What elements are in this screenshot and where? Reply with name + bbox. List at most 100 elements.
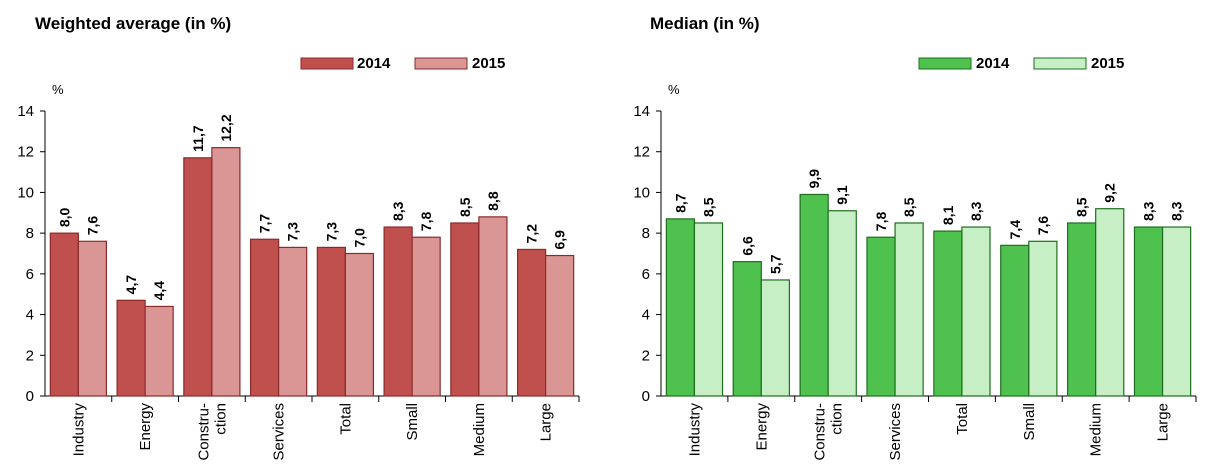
y-tick-label: 4	[642, 307, 650, 324]
category-label: ction	[212, 403, 229, 435]
bar-value-label: 11,7	[190, 125, 206, 152]
chart-2: Median (in %) 2014 2015% 0 2 4 6 8 10 12 14 8,7 8,5 I…	[633, 14, 1197, 461]
legend-swatch-2015	[1033, 57, 1087, 70]
bar-2015	[545, 254, 575, 397]
bar-value-label: 7,2	[524, 224, 540, 244]
bar-2014	[1133, 226, 1164, 397]
bar-value-label: 6,9	[552, 230, 568, 250]
chart-title: Median (in %)	[650, 14, 760, 33]
bar-2014	[450, 222, 480, 397]
category-label: Industry	[686, 403, 703, 457]
bar-value-label: 7,6	[84, 216, 100, 236]
bar-2015	[693, 222, 724, 397]
category-label: Services	[887, 403, 904, 461]
bar-2014	[1066, 222, 1097, 397]
bar-2014	[1000, 244, 1030, 397]
bar-value-label: 12,2	[218, 114, 234, 141]
y-tick-label: 14	[17, 103, 34, 120]
bar-value-label: 8,5	[901, 197, 917, 217]
legend-label-2014: 2014	[976, 55, 1010, 72]
category-label: Energy	[753, 403, 770, 451]
y-tick-label: 8	[642, 225, 650, 242]
bar-value-label: 8,3	[1169, 201, 1185, 221]
bar-value-label: 7,8	[873, 212, 889, 232]
legend-swatch-2014	[300, 57, 354, 70]
legend-label-2015: 2015	[472, 55, 505, 72]
chart-1: Weighted average (in %) 2014 2015% 0 2 4 6 8 10 1…	[17, 14, 580, 461]
y-tick-label: 6	[642, 266, 650, 283]
bar-value-label: 8,8	[485, 191, 501, 211]
bar-2014	[116, 299, 146, 397]
legend-label-2014: 2014	[357, 55, 391, 72]
category-label: Services	[271, 403, 288, 461]
category-label: Constru-	[812, 403, 829, 461]
y-tick-label: 0	[642, 388, 650, 405]
bar-value-label: 7,3	[323, 222, 339, 242]
y-tick-label: 6	[26, 266, 34, 283]
bar-2014	[866, 236, 896, 397]
category-label: Constru-	[195, 403, 212, 461]
category-label: Small	[1021, 403, 1038, 441]
y-tick-label: 0	[26, 388, 34, 405]
legend: 2014 2015	[918, 55, 1124, 72]
bar-2015	[211, 147, 241, 397]
bar-2014	[49, 232, 79, 397]
category-label: Large	[538, 403, 555, 441]
y-tick-label: 12	[633, 144, 650, 161]
bar-value-label: 4,7	[123, 275, 139, 295]
y-tick-label: 2	[26, 347, 34, 364]
bar-value-label: 7,4	[1007, 220, 1023, 240]
bar-2015	[77, 240, 108, 397]
category-label: Industry	[70, 403, 87, 457]
bar-2015	[894, 222, 924, 397]
bar-2015	[1095, 208, 1125, 397]
bar-2014	[249, 238, 280, 397]
category-label: Medium	[1088, 403, 1105, 456]
bar-value-label: 7,8	[418, 212, 434, 232]
y-tick-label: 2	[642, 347, 650, 364]
bar-2015	[344, 252, 375, 397]
bar-value-label: 8,5	[700, 197, 716, 217]
bar-2014	[732, 261, 762, 397]
bar-value-label: 8,7	[672, 193, 688, 213]
bar-2015	[478, 216, 508, 397]
category-label: Small	[404, 403, 421, 441]
category-label: Total	[337, 403, 354, 435]
bar-value-label: 8,3	[390, 201, 406, 221]
y-axis-unit: %	[52, 82, 64, 97]
legend-swatch-2014	[918, 57, 972, 70]
legend: 2014 2015	[300, 55, 505, 72]
legend-swatch-2015	[414, 57, 468, 70]
y-tick-label: 10	[633, 184, 650, 201]
category-label: Large	[1155, 403, 1172, 441]
bar-2015	[411, 236, 441, 397]
bar-2014	[516, 248, 547, 397]
bar-2014	[183, 157, 213, 397]
bar-2015	[278, 246, 308, 397]
bar-value-label: 9,2	[1102, 183, 1118, 203]
category-label: ction	[829, 403, 846, 435]
y-axis-unit: %	[668, 82, 680, 97]
bar-2015	[760, 279, 790, 397]
bar-value-label: 7,0	[351, 228, 367, 248]
y-tick-label: 4	[26, 307, 34, 324]
bar-2015	[827, 210, 857, 397]
bar-value-label: 5,7	[767, 254, 783, 274]
bar-value-label: 8,3	[968, 201, 984, 221]
y-tick-label: 8	[26, 225, 34, 242]
bar-value-label: 8,1	[940, 205, 956, 225]
category-label: Energy	[137, 403, 154, 451]
bar-2014	[383, 226, 413, 397]
y-tick-label: 14	[633, 103, 650, 120]
bar-value-label: 6,6	[739, 236, 755, 256]
bar-2015	[144, 305, 174, 397]
category-label: Medium	[471, 403, 488, 456]
bar-value-label: 8,3	[1141, 201, 1157, 221]
bar-2014	[665, 218, 696, 397]
y-tick-label: 10	[17, 184, 34, 201]
bar-2014	[933, 230, 963, 397]
bar-value-label: 8,5	[1074, 197, 1090, 217]
bar-value-label: 9,1	[834, 185, 850, 205]
chart-title: Weighted average (in %)	[35, 14, 231, 33]
bar-value-label: 8,0	[56, 207, 72, 227]
